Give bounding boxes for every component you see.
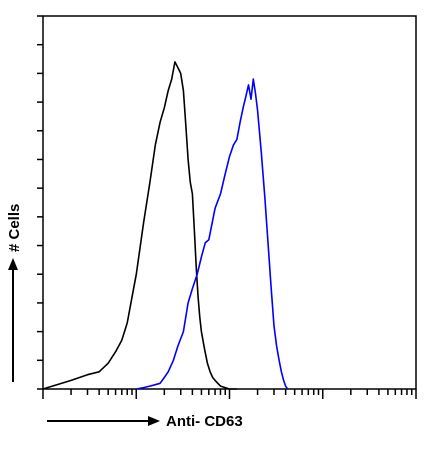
x-axis-label: Anti- CD63 [166, 413, 243, 430]
control-histogram-line [42, 61, 237, 390]
y-axis-label: # Cells [6, 204, 23, 252]
y-axis-arrow-head [8, 258, 18, 270]
x-axis-label-group: Anti- CD63 [47, 413, 243, 430]
x-axis-arrow-head [148, 416, 160, 426]
y-axis-label-group: # Cells [6, 204, 23, 382]
plot-frame [42, 15, 417, 390]
anti-cd63-histogram-line [136, 78, 289, 390]
y-axis-ticks [37, 15, 43, 390]
x-axis-ticks [42, 389, 417, 399]
series-layer [42, 61, 289, 390]
